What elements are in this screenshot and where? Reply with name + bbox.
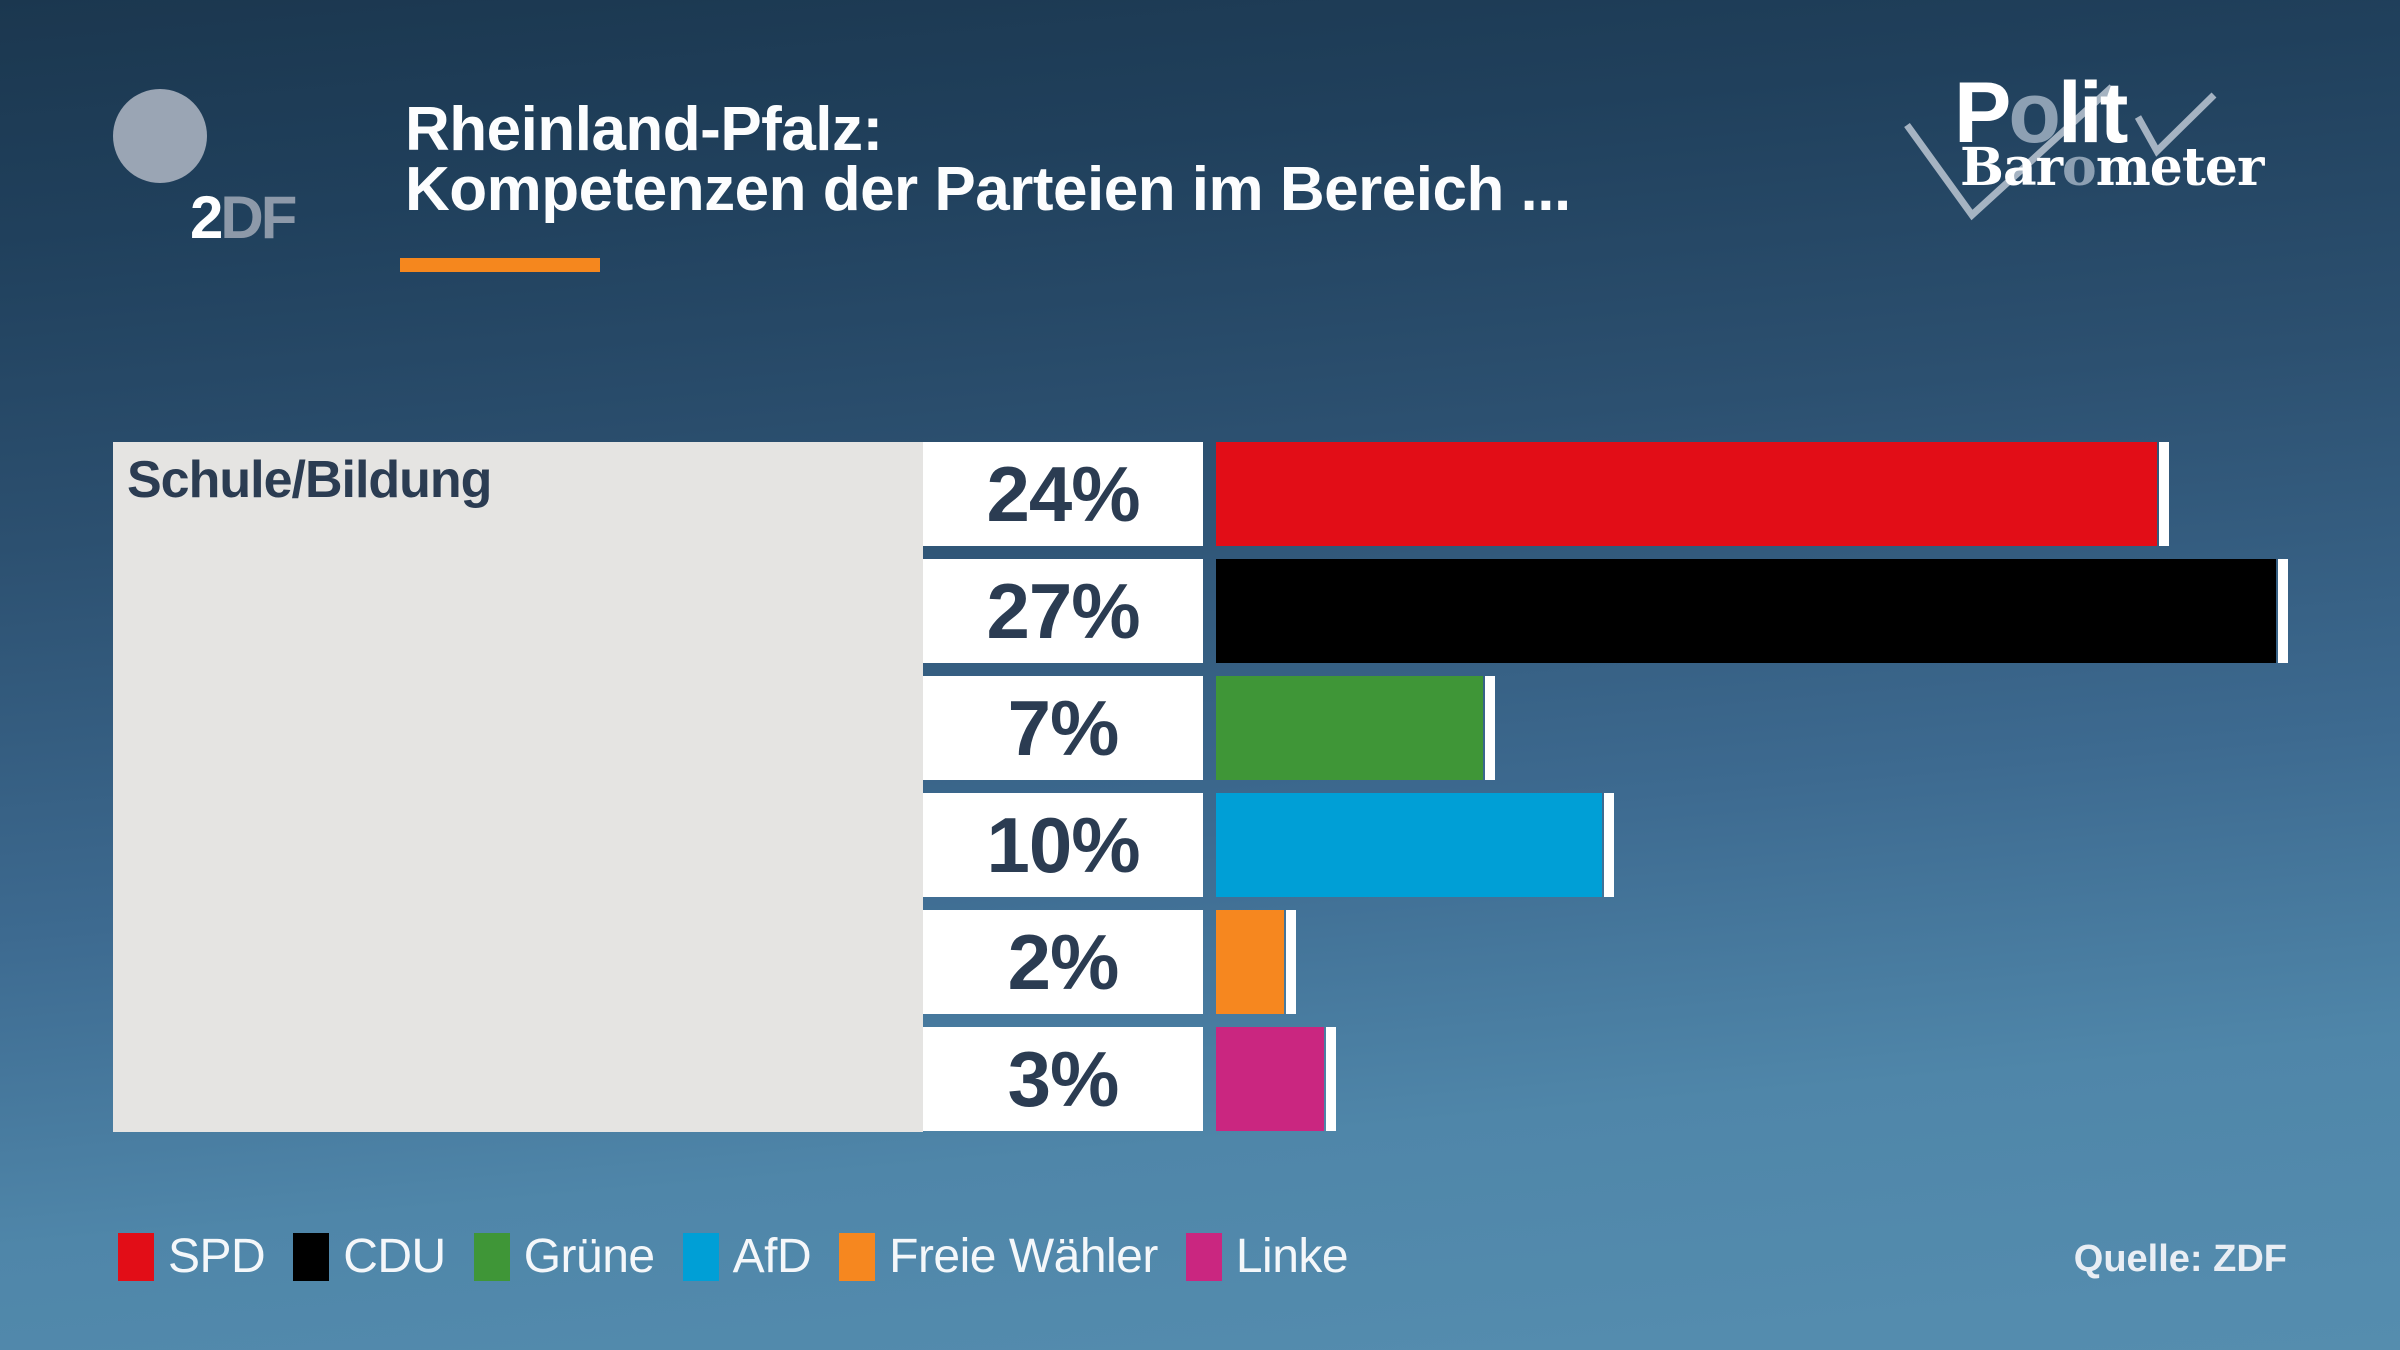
page-title-line1: Rheinland-Pfalz:: [405, 95, 883, 164]
chart-row: 7%: [0, 676, 2400, 780]
bar-tip-highlight: [1604, 793, 1614, 897]
value-cell: 10%: [923, 793, 1203, 897]
title-underline: [400, 258, 600, 272]
bar-freie-w-hler: [1216, 910, 1296, 1014]
barometer-o: o: [2062, 137, 2097, 198]
category-panel: Schule/Bildung: [113, 442, 923, 1132]
legend: SPD CDU Grüne AfD Freie Wähler Linke: [118, 1229, 1376, 1284]
value-cell: 2%: [923, 910, 1203, 1014]
legend-swatch: [473, 1232, 510, 1281]
legend-swatch: [839, 1232, 876, 1281]
value-cell: 27%: [923, 559, 1203, 663]
bar-tip-highlight: [1485, 676, 1495, 780]
chart-row: 27%: [0, 559, 2400, 663]
category-label: Schule/Bildung: [127, 451, 492, 509]
legend-label: Linke: [1235, 1230, 1349, 1283]
polit-o: o: [2008, 65, 2061, 161]
legend-label: CDU: [343, 1230, 446, 1283]
bar-afd: [1216, 793, 1614, 897]
chart-row: 10%: [0, 793, 2400, 897]
legend-label: Grüne: [523, 1230, 655, 1283]
chart-row: 2%: [0, 910, 2400, 1014]
legend-label: Freie Wähler: [889, 1230, 1158, 1283]
value-cell: 3%: [923, 1027, 1203, 1131]
bar-tip-highlight: [2159, 442, 2169, 546]
barometer-pre: Bar: [1960, 137, 2063, 198]
zdf-logo-df: DF: [220, 184, 297, 251]
barometer-post: meter: [2095, 137, 2265, 198]
bar-tip-highlight: [1286, 910, 1296, 1014]
zdf-logo-text: 2DF: [190, 188, 297, 248]
bar-spd: [1216, 442, 2169, 546]
zdf-logo-2: 2: [190, 184, 223, 251]
legend-item-spd: SPD: [118, 1229, 266, 1284]
zdf-logo: 2DF: [113, 89, 313, 248]
page-title-line2: Kompetenzen der Parteien im Bereich ...: [405, 155, 1571, 224]
legend-swatch: [118, 1232, 154, 1281]
bar-linke: [1216, 1027, 1336, 1131]
legend-item-cdu: CDU: [293, 1229, 446, 1284]
page-title: Rheinland-Pfalz: Kompetenzen der Parteie…: [405, 95, 1571, 224]
polit-wordmark: Polit: [1954, 70, 2128, 156]
bar-tip-highlight: [1326, 1027, 1336, 1131]
value-cell: 7%: [923, 676, 1203, 780]
bar-gr-ne: [1216, 676, 1495, 780]
legend-swatch: [682, 1232, 719, 1281]
bar-cdu: [1216, 559, 2288, 663]
legend-swatch: [293, 1232, 330, 1281]
legend-swatch: [1185, 1232, 1222, 1281]
legend-item-linke: Linke: [1185, 1229, 1349, 1284]
polit-pre: P: [1954, 65, 2011, 161]
zdf-circle-icon: [113, 89, 207, 183]
value-cell: 24%: [923, 442, 1203, 546]
chart-row: 24%: [0, 442, 2400, 546]
barometer-wordmark: Barometer: [1960, 142, 2264, 194]
legend-label: AfD: [732, 1230, 812, 1283]
legend-label: SPD: [168, 1230, 266, 1283]
chart-row: 3%: [0, 1027, 2400, 1131]
checkmark-zigzag-icon: [1904, 84, 2217, 221]
source-label: Quelle: ZDF: [2073, 1238, 2287, 1280]
bar-tip-highlight: [2278, 559, 2288, 663]
legend-item-afd: AfD: [682, 1229, 812, 1284]
polit-post: lit: [2057, 65, 2128, 161]
legend-item-gr-ne: Grüne: [473, 1229, 655, 1284]
legend-item-freie-w-hler: Freie Wähler: [839, 1229, 1158, 1284]
